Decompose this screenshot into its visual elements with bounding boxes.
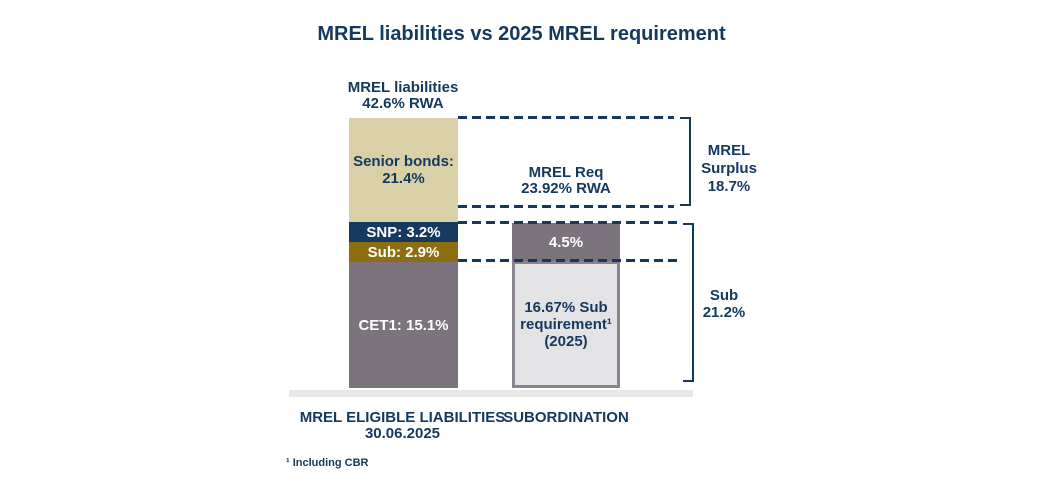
mrel-surplus-label-line1: MREL — [707, 142, 751, 159]
sub-label-line2: 21.2% — [702, 304, 746, 321]
dashed-line-subordination-top — [458, 221, 679, 224]
sub-label-line1: Sub — [709, 287, 739, 304]
segment-cet1: CET1: 15.1% — [349, 262, 458, 388]
bar1-total-label-line2: 42.6% RWA — [362, 95, 444, 112]
segment-sub-label: Sub: 2.9% — [367, 243, 440, 261]
bracket-mrel-surplus — [680, 117, 691, 206]
mrel-req-label-line1: MREL Req — [528, 164, 604, 181]
bar1-total-label: MREL liabilities 42.6% RWA — [333, 80, 473, 112]
mrel-surplus-label-line3: 18.7% — [707, 178, 751, 195]
dashed-line-mrel-liabilities-level — [458, 116, 674, 119]
bracket-sub — [683, 223, 694, 382]
bar1-total-label-line1: MREL liabilities — [347, 79, 459, 96]
axis-label-eligible-liabilities-line1: MREL ELIGIBLE LIABILITIES — [299, 409, 506, 426]
axis-label-eligible-liabilities: MREL ELIGIBLE LIABILITIES 30.06.2025 — [295, 410, 510, 442]
bar-mrel-liabilities: Senior bonds: 21.4% SNP: 3.2% Sub: 2.9% … — [349, 118, 458, 388]
mrel-surplus-label: MREL Surplus 18.7% — [694, 142, 764, 196]
bar-subordination: 4.5% 16.67% Sub requirement¹ (2025) — [512, 223, 620, 388]
mrel-surplus-label-line2: Surplus — [701, 160, 757, 177]
segment-sub: Sub: 2.9% — [349, 242, 458, 262]
baseline-axis — [289, 390, 693, 397]
segment-snp-label: SNP: 3.2% — [366, 223, 441, 241]
footnote: ¹ Including CBR — [286, 457, 369, 469]
segment-senior-bonds-label-line2: 21.4% — [382, 170, 425, 187]
segment-snp: SNP: 3.2% — [349, 222, 458, 242]
dashed-line-mrel-req-level — [458, 205, 674, 208]
mrel-req-label-line2: 23.92% RWA — [521, 180, 611, 197]
segment-sub-requirement-line2: requirement¹ — [520, 316, 612, 333]
segment-senior-bonds-label-line1: Senior bonds: — [353, 153, 454, 170]
segment-senior-bonds: Senior bonds: 21.4% — [349, 118, 458, 222]
segment-buffer-label: 4.5% — [548, 233, 584, 251]
segment-sub-requirement-line3: (2025) — [544, 333, 588, 350]
segment-sub-requirement: 16.67% Sub requirement¹ (2025) — [512, 261, 620, 388]
segment-buffer: 4.5% — [512, 223, 620, 261]
chart-title: MREL liabilities vs 2025 MREL requiremen… — [317, 23, 726, 45]
mrel-req-label: MREL Req 23.92% RWA — [500, 165, 632, 197]
segment-sub-requirement-line1: 16.67% Sub — [524, 299, 608, 316]
segment-cet1-label: CET1: 15.1% — [358, 316, 449, 334]
axis-label-subordination: SUBORDINATION — [503, 409, 629, 426]
dashed-line-sub-requirement-boundary — [458, 259, 679, 262]
axis-label-eligible-liabilities-line2: 30.06.2025 — [364, 425, 441, 442]
sub-label: Sub 21.2% — [696, 287, 752, 321]
